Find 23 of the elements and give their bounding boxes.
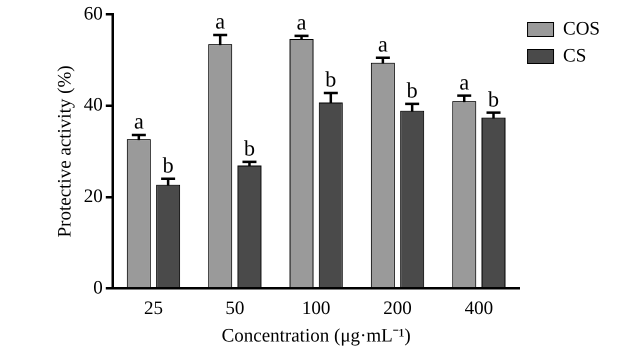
data-label: a <box>134 108 144 134</box>
data-label: a <box>459 69 470 94</box>
y-tick-label: 40 <box>84 94 103 116</box>
data-label: a <box>378 32 388 57</box>
data-label: b <box>325 66 336 92</box>
x-tick-label: 50 <box>225 298 244 319</box>
x-axis-title: Concentration (μg·mL⁻¹) <box>222 326 411 347</box>
y-tick-label: 20 <box>84 186 103 208</box>
y-tick-label: 0 <box>93 277 103 298</box>
data-label: b <box>244 136 255 161</box>
x-tick-label: 100 <box>302 298 330 319</box>
y-axis-title: Protective activity (%) <box>54 65 76 238</box>
legend-label: COS <box>563 18 600 40</box>
x-tick-label: 25 <box>144 298 163 319</box>
x-tick-label: 200 <box>383 298 412 319</box>
data-label: b <box>406 78 418 103</box>
data-label: b <box>488 86 500 112</box>
data-label: a <box>215 8 226 34</box>
y-tick-label: 60 <box>84 3 103 24</box>
data-label: b <box>162 152 174 178</box>
legend-label: CS <box>563 45 586 66</box>
data-label: a <box>296 10 307 35</box>
x-tick-label: 400 <box>464 298 494 319</box>
